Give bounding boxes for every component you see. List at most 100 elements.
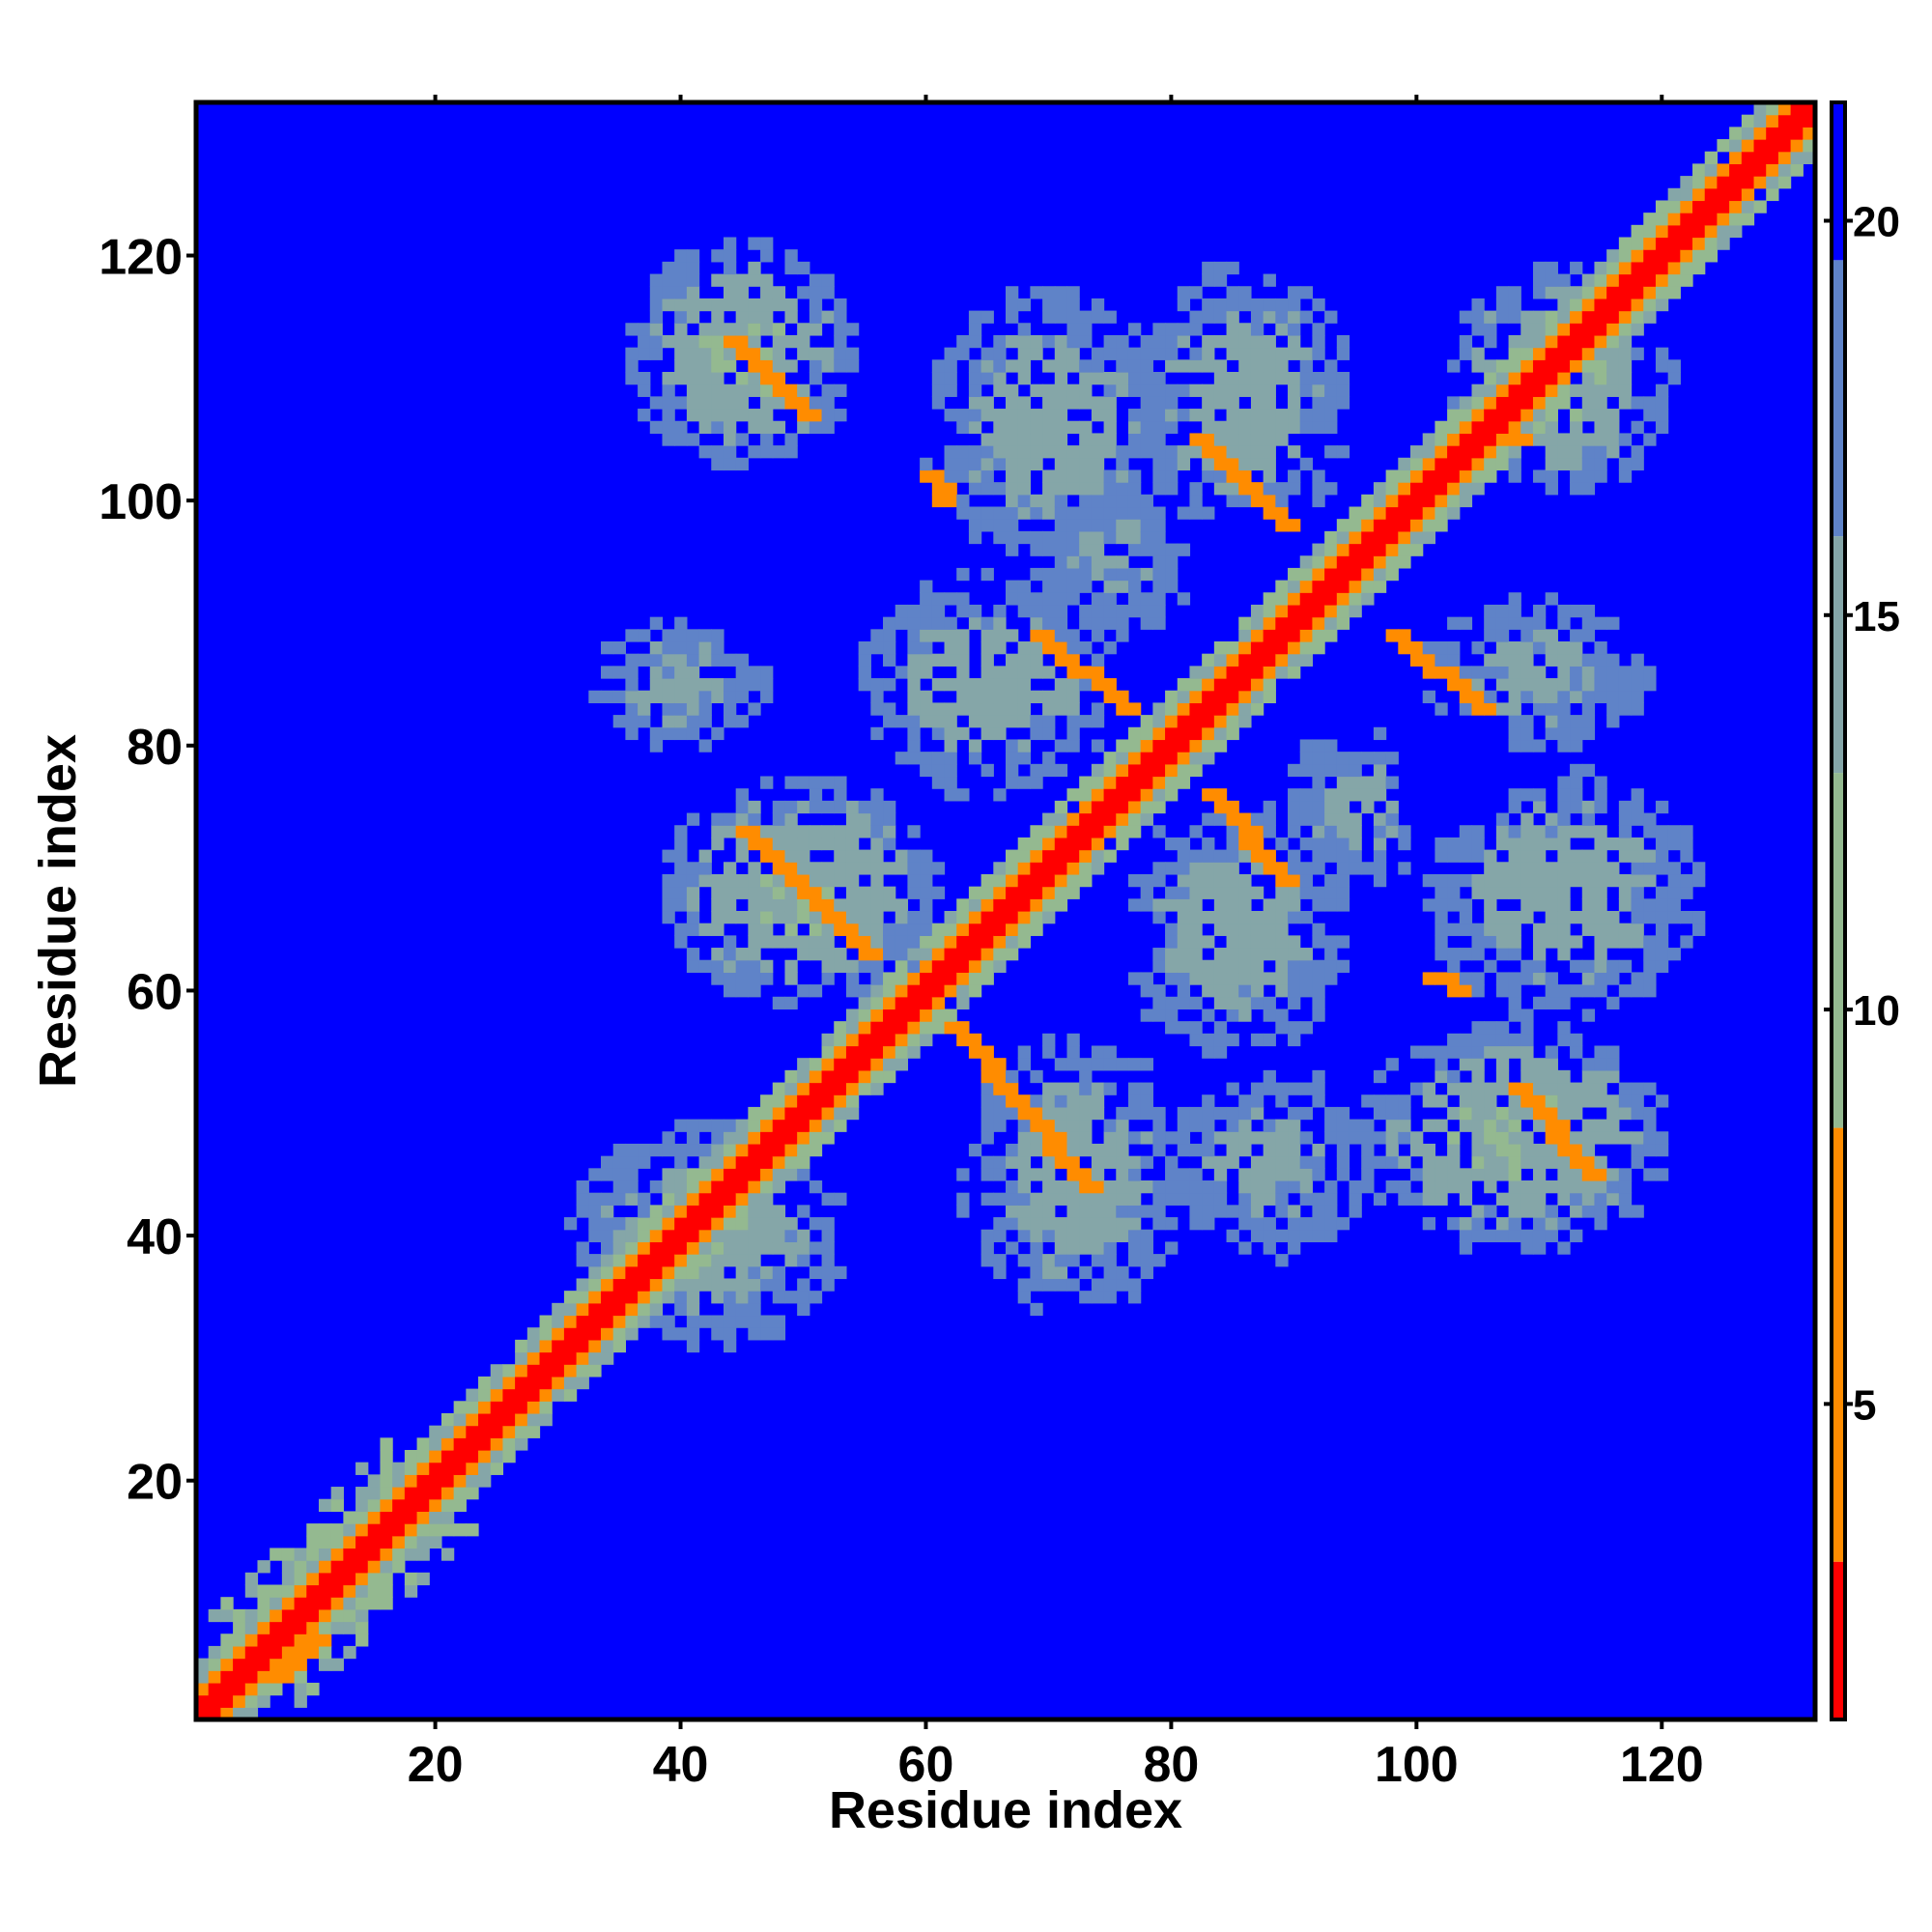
heatmap-cell [1275,1009,1289,1022]
heatmap-cell [1189,1180,1203,1194]
heatmap-cell [1030,409,1043,422]
heatmap-cell [367,1498,382,1513]
heatmap-cell [968,384,982,397]
heatmap-cell [1435,849,1448,863]
heatmap-cell [858,812,871,826]
heatmap-cell [662,1143,675,1157]
heatmap-cell [1066,678,1080,692]
heatmap-cell [490,1388,504,1402]
heatmap-cell [1532,1155,1547,1169]
heatmap-cell [1066,567,1080,582]
heatmap-cell [1459,1045,1473,1059]
heatmap-cell [1508,1205,1521,1218]
heatmap-cell [1336,530,1350,545]
heatmap-cell [1127,873,1142,888]
heatmap-cell [1213,984,1228,998]
heatmap-cell [1361,776,1375,789]
heatmap-cell [380,1584,393,1598]
heatmap-cell [1103,1045,1117,1059]
heatmap-cell [1435,482,1448,496]
heatmap-cell [1631,849,1644,863]
heatmap-cell [440,1487,455,1500]
heatmap-cell [1520,959,1534,974]
heatmap-cell [1226,347,1239,360]
heatmap-cell [956,984,970,998]
heatmap-cell [490,1412,504,1427]
heatmap-cell [1618,469,1633,483]
heatmap-cell [1643,1106,1657,1121]
heatmap-cell [686,959,700,974]
heatmap-cell [1127,763,1142,778]
heatmap-cell [1263,359,1276,373]
heatmap-cell [1263,1192,1276,1206]
heatmap-cell [220,1634,234,1647]
heatmap-cell [920,984,933,998]
heatmap-cell [1484,433,1497,446]
heatmap-cell [1066,482,1080,496]
heatmap-cell [1324,948,1338,961]
heatmap-cell [944,653,957,667]
heatmap-cell [1312,482,1325,496]
heatmap-cell [834,837,847,851]
heatmap-cell [1054,1180,1068,1194]
heatmap-cell [748,825,761,838]
heatmap-cell [797,898,810,912]
heatmap-cell [1471,984,1485,998]
heatmap-cell [1103,604,1117,618]
heatmap-cell [784,862,798,875]
heatmap-cell [1324,837,1338,851]
heatmap-cell [1116,763,1129,778]
heatmap-cell [1127,1131,1142,1145]
heatmap-cell [1079,334,1093,349]
heatmap-cell [834,911,847,924]
heatmap-cell [1103,334,1117,349]
heatmap-cell [1017,1180,1031,1194]
heatmap-cell [1288,1217,1301,1231]
heatmap-cell [1275,409,1289,422]
heatmap-cell [1643,409,1657,422]
heatmap-cell [1091,1241,1105,1255]
heatmap-cell [1581,862,1596,875]
heatmap-cell [1202,726,1215,741]
heatmap-cell [1165,567,1179,582]
heatmap-cell [1030,837,1043,851]
heatmap-cell [784,800,798,814]
heatmap-cell [968,409,982,422]
heatmap-cell [968,702,982,716]
heatmap-cell [1250,972,1264,985]
heatmap-cell [784,825,798,838]
heatmap-cell [1238,996,1252,1010]
heatmap-cell [858,923,871,936]
heatmap-cell [1250,347,1264,360]
heatmap-cell [1557,323,1571,336]
heatmap-cell [1127,347,1142,360]
heatmap-cell [821,886,835,899]
heatmap-cell [834,959,847,974]
heatmap-cell [1165,396,1179,410]
heatmap-cell [686,702,700,716]
heatmap-cell [1606,273,1620,287]
heatmap-cell [1042,1265,1056,1280]
heatmap-cell [1495,1045,1510,1059]
heatmap-cell [1520,1192,1534,1206]
heatmap-cell [1079,1131,1093,1145]
heatmap-cell [870,886,884,899]
heatmap-cell [1459,482,1473,496]
heatmap-cell [1054,359,1068,373]
heatmap-cell [1631,457,1644,471]
heatmap-cell [1594,433,1607,446]
heatmap-cell [1385,812,1399,826]
heatmap-cell [1520,1033,1534,1047]
heatmap-cell [772,935,786,949]
heatmap-cell [1288,1205,1301,1218]
heatmap-cell [1631,1131,1644,1145]
heatmap-cell [1655,911,1669,924]
heatmap-cell [662,898,675,912]
heatmap-cell [1570,420,1583,435]
heatmap-cell [858,996,871,1010]
heatmap-cell [1189,739,1203,753]
heatmap-cell [1435,1094,1448,1108]
heatmap-cell [993,457,1007,471]
heatmap-cell [1263,445,1276,459]
heatmap-cell [1398,1192,1411,1206]
